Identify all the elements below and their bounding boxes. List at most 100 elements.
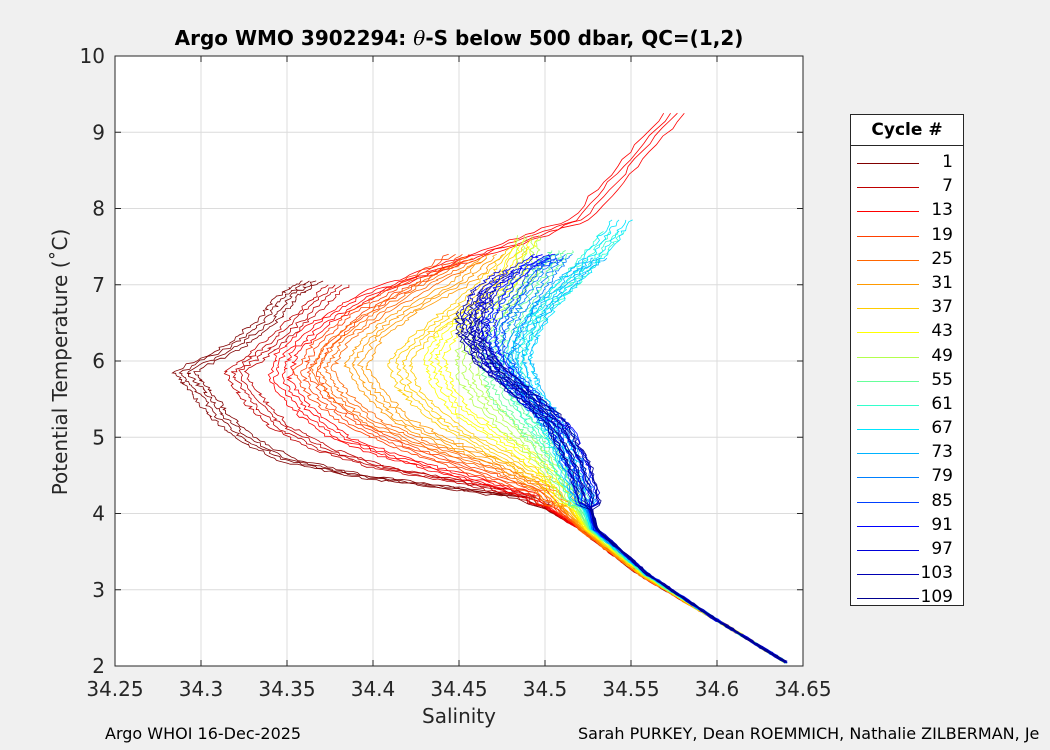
title-suffix: -S below 500 dbar, QC=(1,2) [425, 26, 744, 50]
legend-title: Cycle # [851, 115, 963, 146]
series-line-cycle-25 [309, 257, 786, 664]
y-tick-label: 5 [92, 425, 105, 449]
legend-swatch [857, 380, 919, 382]
legend-swatch [857, 404, 919, 406]
legend-item: 97 [851, 537, 963, 561]
legend-item: 1 [851, 150, 963, 174]
y-tick-label: 10 [80, 44, 105, 68]
legend-swatch [857, 525, 919, 527]
legend-item: 49 [851, 344, 963, 368]
legend-item: 79 [851, 464, 963, 488]
legend-label: 73 [931, 442, 953, 463]
legend-item: 25 [851, 247, 963, 271]
legend-item: 73 [851, 440, 963, 464]
legend-label: 49 [931, 345, 953, 366]
title-prefix: Argo WMO 3902294: [174, 26, 414, 50]
x-axis-label: Salinity [422, 704, 496, 728]
footer-credit-left: Argo WHOI 16-Dec-2025 [105, 724, 302, 743]
legend-item: 61 [851, 392, 963, 416]
x-tick-label: 34.25 [86, 677, 143, 701]
x-tick-label: 34.6 [695, 677, 740, 701]
legend-item: 31 [851, 271, 963, 295]
legend-item: 13 [851, 198, 963, 222]
y-axis-label: Potential Temperature (˚C) [48, 228, 72, 496]
legend-swatch [857, 211, 919, 213]
legend-item: 103 [851, 561, 963, 585]
y-tick-label: 9 [92, 120, 105, 144]
x-tick-label: 34.65 [774, 677, 831, 701]
x-tick-label: 34.35 [258, 677, 315, 701]
legend: Cycle # 1 7 13 19 25 31 37 43 49 55 61 67 73 79 85 91 97… [850, 114, 964, 607]
x-tick-label: 34.5 [523, 677, 568, 701]
legend-label: 61 [931, 393, 953, 414]
legend-label: 19 [931, 224, 953, 245]
legend-swatch [857, 550, 919, 551]
legend-swatch [857, 235, 919, 237]
series-line-cycle-37 [395, 246, 787, 664]
legend-swatch [857, 501, 919, 503]
legend-swatch [857, 598, 919, 600]
data-series-layer [171, 112, 788, 664]
legend-label: 67 [931, 418, 953, 439]
legend-label: 1 [942, 152, 953, 172]
series-line-cycle-13 [267, 112, 785, 662]
series-line-cycle-109 [474, 311, 787, 662]
series-line-cycle-43 [422, 238, 786, 662]
legend-label: 37 [931, 297, 953, 318]
y-tick-label: 3 [92, 578, 105, 602]
footer-credit-right: Sarah PURKEY, Dean ROEMMICH, Nathalie ZI… [578, 724, 1040, 743]
legend-swatch [857, 477, 919, 479]
legend-item: 91 [851, 513, 963, 537]
chart-title: Argo WMO 3902294: θ-S below 500 dbar, QC… [115, 26, 803, 50]
y-tick-label: 6 [92, 349, 105, 373]
axis-ticks: 34.25 34.3 34.35 34.4 34.45 34.5 34.55 34.6 34.6… [80, 44, 832, 701]
series-line-cycle-55 [480, 250, 785, 663]
theta-symbol: θ [413, 26, 426, 50]
legend-swatch [857, 356, 919, 358]
legend-label: 55 [931, 369, 953, 390]
legend-swatch [857, 453, 919, 455]
legend-label: 31 [931, 272, 953, 293]
legend-items: 1 7 13 19 25 31 37 43 49 55 61 67 73 79 85 91 97 103 109 [851, 146, 963, 610]
y-tick-label: 8 [92, 197, 105, 221]
legend-swatch [857, 429, 919, 431]
legend-label: 85 [931, 490, 953, 511]
legend-label: 43 [931, 321, 953, 342]
legend-swatch [857, 574, 919, 576]
series-line-cycle-109 [453, 311, 785, 663]
legend-label: 97 [931, 539, 953, 559]
x-tick-label: 34.55 [602, 677, 659, 701]
y-tick-label: 2 [92, 654, 105, 678]
legend-swatch [857, 308, 919, 310]
x-tick-label: 34.45 [430, 677, 487, 701]
legend-swatch [857, 283, 919, 285]
legend-label: 7 [942, 176, 953, 197]
legend-item: 7 [851, 174, 963, 198]
legend-item: 109 [851, 585, 963, 609]
legend-swatch [857, 187, 919, 189]
legend-label: 91 [931, 514, 953, 535]
x-tick-label: 34.3 [179, 677, 224, 701]
legend-label: 103 [920, 563, 953, 584]
x-tick-label: 34.4 [351, 677, 396, 701]
legend-item: 43 [851, 319, 963, 343]
legend-item: 55 [851, 368, 963, 392]
series-line-cycle-43 [428, 238, 787, 664]
legend-item: 19 [851, 223, 963, 247]
grid-lines [115, 56, 803, 666]
legend-label: 25 [931, 248, 953, 269]
legend-item: 67 [851, 416, 963, 440]
series-line-cycle-61 [498, 231, 785, 663]
legend-label: 13 [931, 200, 953, 221]
legend-swatch [857, 163, 919, 164]
legend-swatch [857, 259, 919, 261]
legend-swatch [857, 332, 919, 334]
legend-label: 109 [920, 587, 953, 608]
legend-label: 79 [931, 466, 953, 487]
y-tick-label: 7 [92, 273, 105, 297]
y-tick-label: 4 [92, 502, 105, 526]
legend-item: 37 [851, 295, 963, 319]
legend-item: 85 [851, 489, 963, 513]
series-line-cycle-109 [461, 311, 786, 662]
